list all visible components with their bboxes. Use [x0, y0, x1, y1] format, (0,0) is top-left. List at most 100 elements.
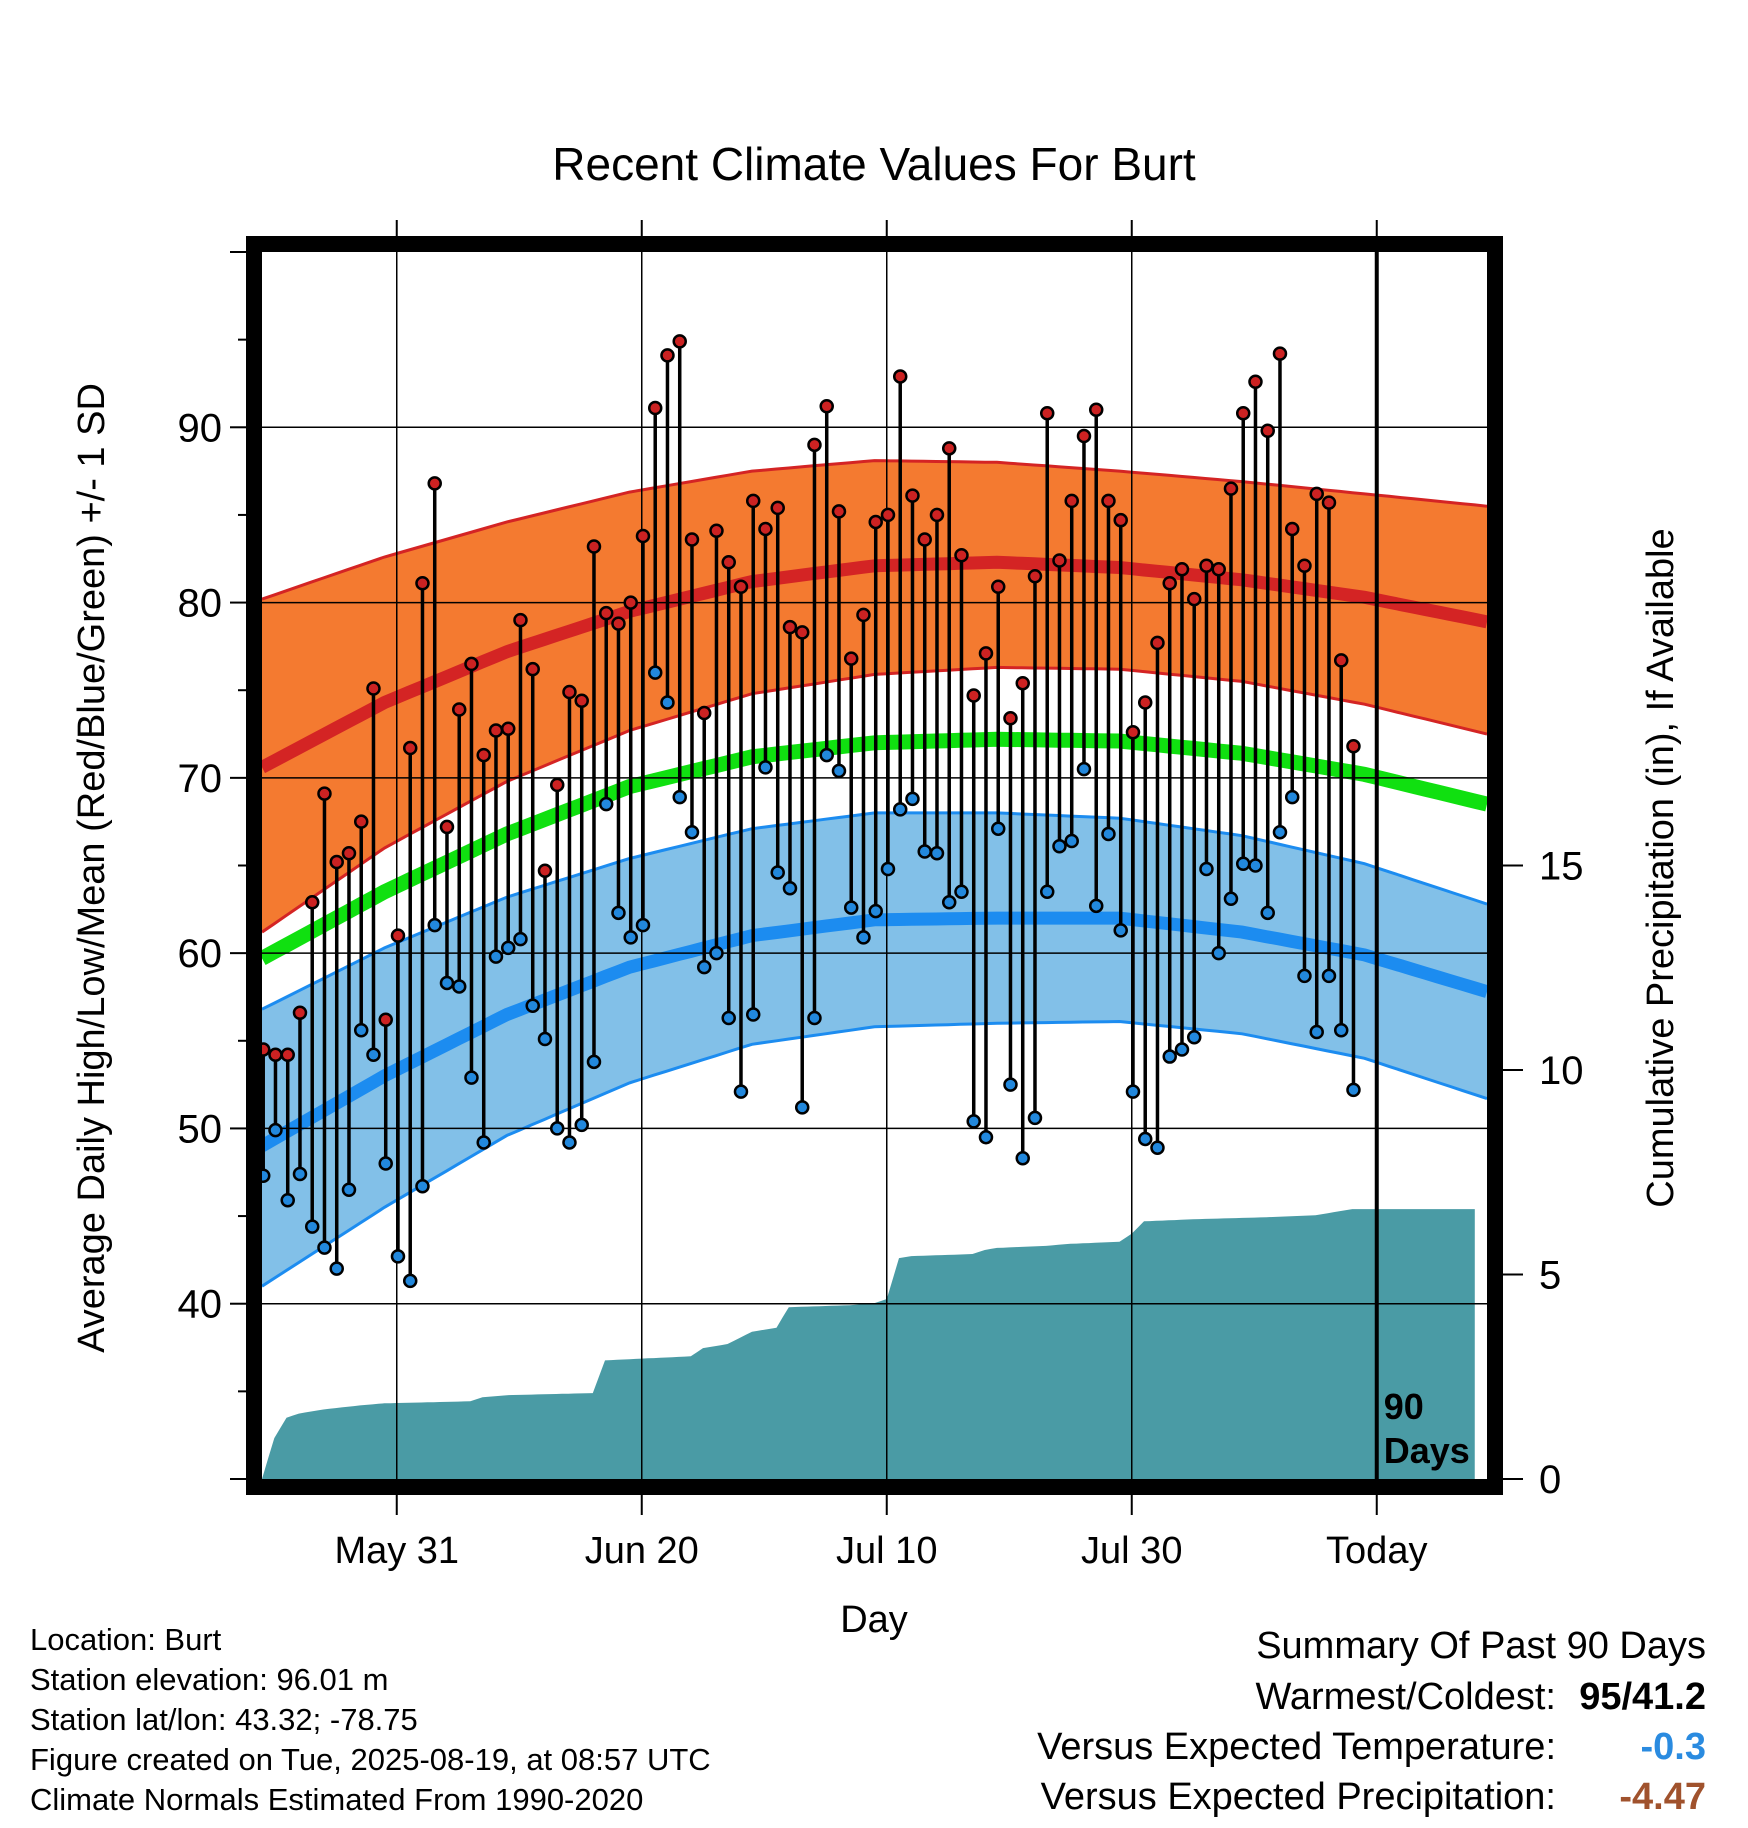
summary-title: Summary Of Past 90 Days [1256, 1625, 1706, 1667]
daily-low-point [856, 930, 871, 945]
y2-tick-label: 15 [1539, 845, 1584, 889]
daily-low-point [304, 1219, 320, 1234]
daily-high-point [721, 555, 736, 570]
daily-low-point [782, 881, 798, 896]
daily-high-point [941, 441, 957, 456]
daily-low-point [292, 1166, 308, 1182]
summary-panel: Summary Of Past 90 Days Warmest/Coldest:… [1037, 1620, 1706, 1822]
daily-low-point [1101, 826, 1116, 842]
daily-low-point [1125, 1084, 1141, 1099]
daily-high-point [1162, 576, 1177, 591]
daily-low-point [733, 1084, 749, 1099]
daily-low-point [415, 1179, 430, 1194]
y-tick-label: 50 [178, 1107, 223, 1151]
warmest-coldest-row: Warmest/Coldest: 95/41.2 [1037, 1672, 1706, 1722]
daily-low-point [1039, 884, 1055, 900]
daily-high-point [464, 656, 479, 672]
daily-low-point [464, 1070, 479, 1085]
daily-low-point [1052, 838, 1067, 854]
x-axis-label: Day [840, 1599, 908, 1641]
daily-low-point [1137, 1131, 1153, 1147]
daily-high-point [892, 369, 908, 384]
daily-high-point [929, 507, 945, 523]
daily-low-point [366, 1047, 381, 1063]
daily-high-point [1015, 675, 1030, 691]
daily-low-point [966, 1114, 981, 1129]
x-tick-label: Jul 10 [836, 1530, 937, 1572]
daily-high-point [329, 854, 344, 870]
elevation-text: Station elevation: 96.01 m [30, 1662, 389, 1697]
daily-high-point [1223, 481, 1239, 496]
daily-high-point [525, 661, 540, 677]
daily-low-point [684, 824, 700, 840]
daily-low-point [1162, 1049, 1177, 1064]
warmest-coldest-value: 95/41.2 [1579, 1676, 1706, 1718]
high-sd-band-upper-edge [262, 459, 1487, 601]
daily-high-point [268, 1047, 283, 1063]
daily-low-point [990, 821, 1006, 836]
daily-high-point [574, 693, 589, 708]
daily-high-point [353, 814, 369, 829]
daily-high-point [745, 493, 761, 509]
x-tick-label: May 31 [334, 1530, 459, 1572]
daily-high-point [868, 514, 883, 530]
y-tick-label: 90 [178, 406, 223, 450]
daily-low-point [1297, 968, 1312, 984]
daily-high-point [415, 576, 430, 591]
daily-high-point [905, 488, 920, 503]
daily-high-point [1113, 512, 1128, 528]
daily-high-point [1248, 374, 1263, 389]
precip-anomaly-row: Versus Expected Precipitation: -4.47 [1037, 1772, 1706, 1822]
daily-low-point [696, 959, 712, 975]
daily-low-point [537, 1031, 553, 1047]
daily-high-point [1186, 591, 1202, 607]
daily-high-point [304, 895, 320, 910]
daily-low-point [660, 695, 675, 710]
daily-low-point [562, 1135, 577, 1150]
daily-high-point [1235, 406, 1251, 421]
daily-low-point [770, 865, 785, 880]
daily-high-point [1199, 558, 1214, 574]
daily-low-point [941, 895, 957, 910]
daily-high-point [1174, 562, 1190, 577]
daily-low-point [709, 945, 724, 961]
daily-low-point [929, 845, 945, 861]
daily-high-point [1211, 562, 1226, 577]
daily-high-point [262, 1042, 271, 1057]
location-text: Location: Burt [30, 1622, 222, 1657]
daily-low-point [978, 1129, 994, 1145]
daily-high-point [733, 579, 749, 595]
y-axis-label: Average Daily High/Low/Mean (Red/Blue/Gr… [71, 383, 113, 1353]
daily-low-point [905, 791, 920, 807]
daily-low-point [1174, 1042, 1190, 1057]
normals-text: Climate Normals Estimated From 1990-2020 [30, 1782, 644, 1817]
x-tick-label: Jul 30 [1081, 1530, 1182, 1572]
daily-low-point [758, 760, 773, 775]
daily-high-point [1297, 558, 1312, 574]
daily-high-point [1333, 653, 1349, 668]
daily-low-point [1076, 761, 1092, 777]
daily-low-point [807, 1010, 822, 1026]
created-text: Figure created on Tue, 2025-08-19, at 08… [30, 1742, 711, 1777]
daily-low-point [843, 900, 859, 915]
daily-low-point [451, 979, 467, 994]
daily-low-point [831, 763, 847, 779]
daily-low-point [390, 1249, 406, 1264]
daily-low-point [1248, 858, 1263, 873]
daily-high-point [1088, 402, 1104, 418]
today-marker-label: 90 [1384, 1386, 1424, 1427]
daily-high-point [280, 1047, 295, 1063]
daily-high-point [378, 1012, 393, 1028]
daily-low-point [268, 1122, 283, 1138]
daily-low-point [1186, 1030, 1202, 1045]
daily-low-point [353, 1023, 369, 1038]
daily-low-point [1235, 856, 1251, 871]
daily-low-point [549, 1121, 565, 1136]
normal-low-line [262, 911, 1487, 1152]
daily-low-point [1064, 833, 1079, 849]
daily-low-point [745, 1007, 761, 1022]
y-tick-label: 70 [178, 757, 223, 801]
daily-low-point [439, 975, 455, 991]
daily-low-point [1321, 968, 1337, 984]
daily-high-point [390, 928, 406, 943]
